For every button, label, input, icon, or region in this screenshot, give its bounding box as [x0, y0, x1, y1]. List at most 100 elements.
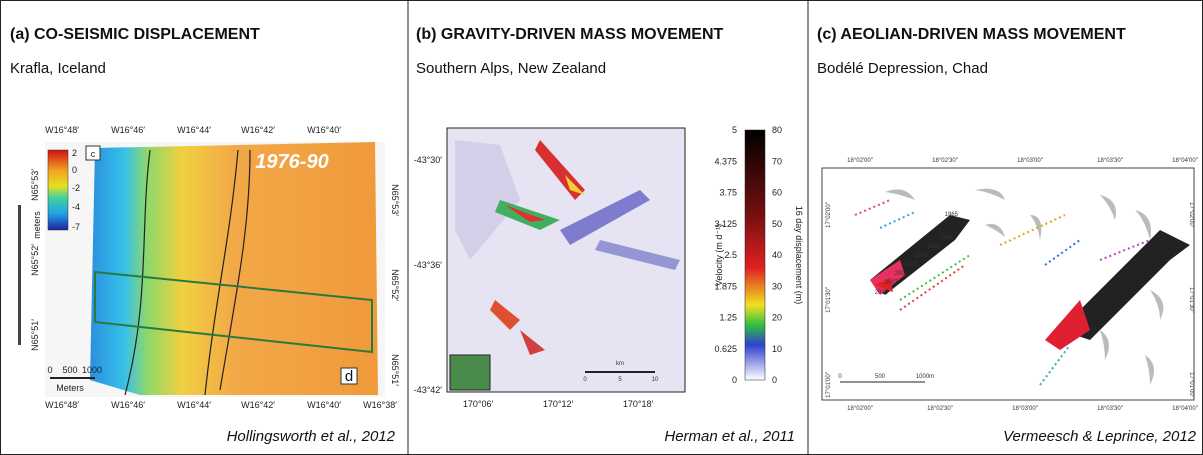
year-label: 1965	[945, 212, 959, 218]
lon-label: 170°06′	[463, 399, 494, 409]
colorbar-label: -7	[72, 222, 80, 232]
lon-label: 18°02′30″	[932, 158, 959, 164]
lat-label: N65°53′	[390, 184, 400, 216]
lon-label: W16°46′	[111, 125, 145, 135]
lon-label: 18°03′00″	[1012, 406, 1039, 412]
panel-title: (a) CO-SEISMIC DISPLACEMENT	[10, 26, 260, 43]
year-label: 2003	[905, 262, 919, 268]
lat-label: 17°02′00″	[1188, 202, 1194, 229]
lat-label: 17°01′00″	[1188, 372, 1194, 399]
lat-label: 17°02′00″	[826, 201, 832, 228]
lat-label: N65°52′	[390, 269, 400, 301]
map-c	[821, 167, 1195, 401]
colorbar-label: 0	[72, 165, 77, 175]
displacement-label: 70	[772, 156, 782, 166]
displacement-label: 40	[772, 250, 782, 260]
colorbar-label: 2	[72, 148, 77, 158]
scale-label: 1000m	[916, 374, 934, 380]
lon-label: 18°02′00″	[847, 406, 874, 412]
panel-location: Bodélé Depression, Chad	[817, 60, 988, 77]
velocity-axis: Velocity (m d⁻¹)	[714, 224, 724, 286]
lon-label: 18°03′00″	[1017, 158, 1044, 164]
lon-label: W16°42′	[241, 125, 275, 135]
year-label: 1984	[940, 235, 954, 241]
scale-unit: km	[616, 361, 624, 367]
colorbar-label: -4	[72, 202, 80, 212]
panel-credit: Vermeesch & Leprince, 2012	[1003, 428, 1197, 445]
panel-location: Krafla, Iceland	[10, 60, 106, 77]
lat-label: N65°52′	[30, 244, 40, 276]
lon-label: W16°38′	[363, 400, 397, 410]
year-label: 1990	[927, 244, 941, 250]
lon-label: 18°04′00″	[1172, 406, 1199, 412]
lat-label: -43°30′	[414, 155, 443, 165]
scale-label: 500	[62, 365, 77, 375]
velocity-label: 1.875	[714, 281, 737, 291]
panel-title: (c) AEOLIAN-DRIVEN MASS MOVEMENT	[817, 26, 1126, 43]
displacement-label: 50	[772, 219, 782, 229]
year-label: 1996	[915, 253, 929, 259]
lon-label: W16°44′	[177, 125, 211, 135]
lon-label: W16°40′	[307, 400, 341, 410]
velocity-label: 0	[732, 375, 737, 385]
velocity-label: 3.125	[714, 219, 737, 229]
lat-label: N65°51′	[30, 319, 40, 351]
scale-label: 1000	[82, 365, 102, 375]
lon-label: 18°03′30″	[1097, 406, 1124, 412]
scale-label: 0	[583, 377, 587, 383]
scale-label: 0	[47, 365, 52, 375]
lat-label: -43°36′	[414, 260, 443, 270]
velocity-label: 0.625	[714, 344, 737, 354]
lon-label: 18°03′30″	[1097, 158, 1124, 164]
year-label: 2003	[895, 271, 909, 277]
displacement-label: 80	[772, 125, 782, 135]
displacement-label: 0	[772, 375, 777, 385]
panel-credit: Hollingsworth et al., 2012	[227, 428, 396, 445]
velocity-label: 3.75	[719, 188, 737, 198]
lon-label: 170°12′	[543, 399, 574, 409]
colorbar-label: -2	[72, 183, 80, 193]
map-b	[446, 127, 766, 393]
inset-letter: c	[91, 149, 96, 159]
lon-label: 18°04′00″	[1172, 158, 1199, 164]
scale-unit: Meters	[56, 383, 84, 393]
lat-label: N65°51′	[390, 354, 400, 386]
labels: (a) CO-SEISMIC DISPLACEMENT Krafla, Icela…	[10, 26, 1199, 445]
displacement-label: 30	[772, 281, 782, 291]
velocity-label: 2.5	[724, 250, 737, 260]
panel-location: Southern Alps, New Zealand	[416, 60, 606, 77]
velocity-label: 4.375	[714, 156, 737, 166]
lon-label: 18°02′00″	[847, 158, 874, 164]
colorbar-unit: meters	[32, 211, 42, 239]
scale-label: 5	[618, 377, 622, 383]
lat-label: 17°01′30″	[1188, 287, 1194, 314]
period: 1976-90	[255, 151, 328, 173]
lon-label: 18°02′30″	[927, 406, 954, 412]
lon-label: W16°48′	[45, 400, 79, 410]
velocity-label: 5	[732, 125, 737, 135]
displacement-label: 20	[772, 313, 782, 323]
lat-label: -43°42′	[414, 385, 443, 395]
year-label: 2007	[885, 280, 899, 286]
lat-label: 17°01′30″	[826, 286, 832, 313]
lon-label: 170°18′	[623, 399, 654, 409]
lat-label: 17°01′00″	[826, 371, 832, 398]
year-label: 2010	[875, 290, 889, 296]
scale-label: 500	[875, 374, 886, 380]
panel-title: (b) GRAVITY-DRIVEN MASS MOVEMENT	[416, 26, 723, 43]
lon-label: W16°44′	[177, 400, 211, 410]
box-letter: d	[345, 368, 353, 385]
lat-label: N65°53′	[30, 169, 40, 201]
velocity-label: 1.25	[719, 313, 737, 323]
lon-label: W16°48′	[45, 125, 79, 135]
lon-label: W16°42′	[241, 400, 275, 410]
displacement-label: 60	[772, 188, 782, 198]
panel-credit: Herman et al., 2011	[664, 428, 795, 445]
map-a	[18, 142, 385, 397]
scale-label: 10	[652, 377, 659, 383]
displacement-label: 10	[772, 344, 782, 354]
lon-label: W16°46′	[111, 400, 145, 410]
scale-label: 0	[838, 374, 842, 380]
displacement-axis: 16 day displacement (m)	[794, 206, 804, 305]
